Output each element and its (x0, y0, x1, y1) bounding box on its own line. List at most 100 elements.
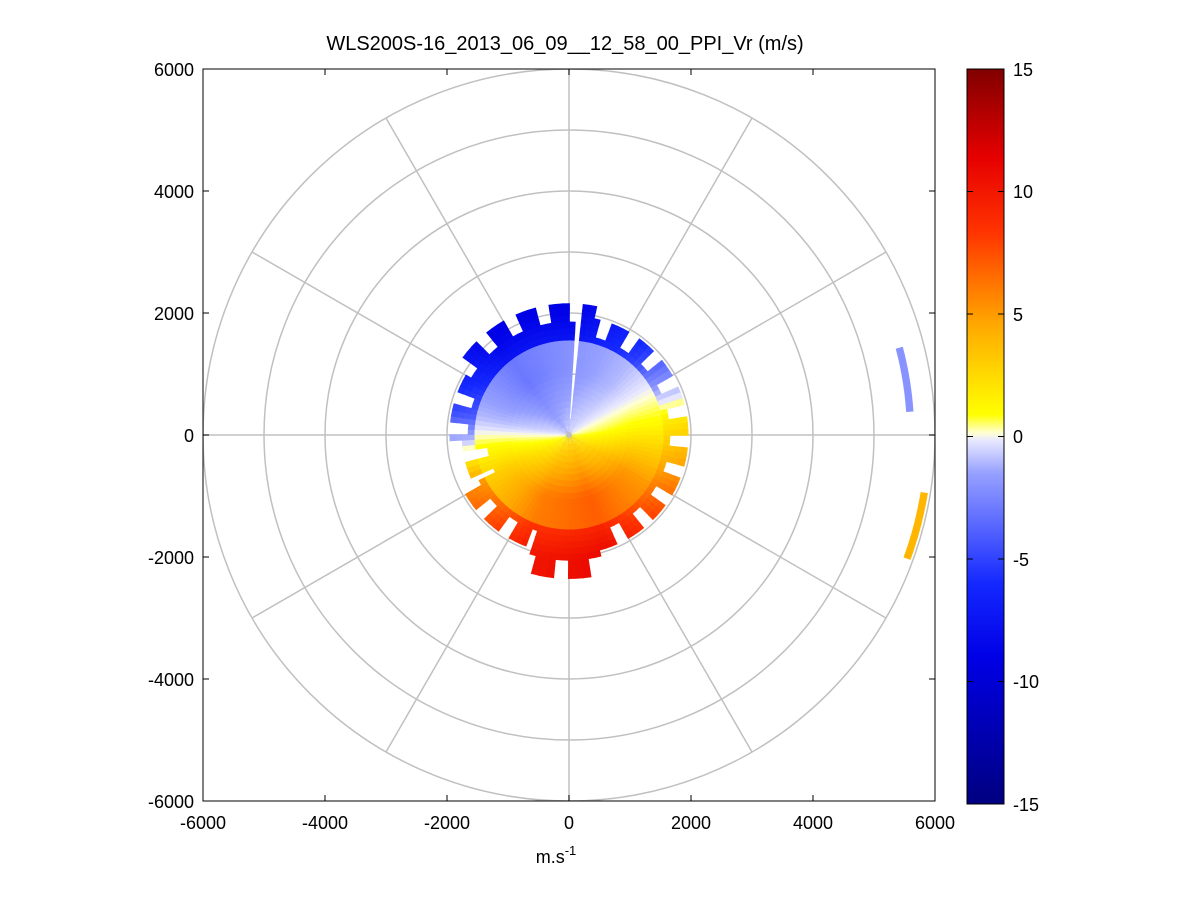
velocity-cell (597, 451, 604, 458)
colorbar-tick-label: -10 (1013, 672, 1039, 692)
velocity-cell (676, 398, 685, 407)
velocity-cell (569, 437, 572, 445)
velocity-cell (533, 483, 540, 491)
velocity-cell (589, 532, 597, 541)
velocity-cell (528, 409, 536, 416)
velocity-cell (613, 405, 622, 412)
velocity-cell (553, 431, 561, 434)
velocity-cell (565, 364, 570, 371)
velocity-cell (504, 434, 512, 439)
velocity-cell (529, 428, 536, 432)
velocity-cell (589, 439, 597, 443)
velocity-cell (558, 422, 564, 429)
velocity-cell (539, 397, 546, 405)
velocity-cell (554, 365, 560, 373)
velocity-cell (536, 422, 544, 427)
far-range-return (903, 549, 914, 560)
velocity-cell (543, 410, 550, 417)
velocity-cell (568, 450, 571, 457)
velocity-cell (601, 397, 609, 405)
velocity-cell (602, 438, 609, 442)
velocity-cell (502, 457, 511, 464)
velocity-cell (588, 468, 595, 476)
velocity-cell (677, 458, 686, 467)
velocity-cell (529, 426, 537, 430)
velocity-cell (583, 450, 589, 456)
velocity-cell (498, 441, 506, 447)
velocity-cell (525, 403, 533, 411)
velocity-cell (570, 419, 574, 427)
velocity-cell (581, 472, 586, 480)
velocity-cell (582, 450, 588, 457)
velocity-cell (475, 345, 486, 356)
velocity-cell (553, 433, 560, 435)
velocity-cell (537, 407, 545, 414)
velocity-cell (582, 424, 589, 429)
velocity-cell (572, 449, 575, 457)
velocity-cell (557, 358, 563, 366)
velocity-cell (555, 409, 560, 417)
velocity-cell (559, 414, 563, 422)
velocity-cell (573, 421, 578, 428)
velocity-cell (540, 389, 547, 397)
velocity-cell (631, 420, 639, 426)
velocity-cell (575, 423, 581, 429)
velocity-cell (464, 406, 472, 415)
velocity-cell (561, 437, 567, 442)
velocity-cell (576, 408, 581, 416)
velocity-cell (519, 382, 527, 390)
velocity-cell (553, 418, 559, 425)
velocity-cell (588, 394, 595, 402)
velocity-cell (600, 495, 608, 504)
far-range-return (914, 513, 924, 524)
velocity-cell (613, 444, 621, 449)
velocity-cell (555, 439, 562, 444)
velocity-cell (571, 480, 575, 488)
velocity-cell (541, 438, 549, 441)
velocity-cell (596, 435, 604, 437)
velocity-cell (577, 402, 582, 410)
velocity-cell (530, 502, 538, 511)
velocity-cell (544, 341, 552, 350)
velocity-cell (578, 528, 585, 536)
velocity-cell (592, 417, 600, 423)
velocity-cell (608, 430, 616, 434)
velocity-cell (549, 423, 556, 429)
velocity-cell (574, 442, 579, 448)
velocity-cell (540, 458, 547, 465)
velocity-cell (587, 421, 595, 426)
velocity-cell (589, 388, 596, 396)
velocity-cell (526, 450, 534, 456)
velocity-cell (570, 474, 574, 482)
velocity-cell (516, 431, 524, 435)
velocity-cell (620, 425, 628, 430)
velocity-cell (551, 420, 558, 426)
velocity-cell (574, 486, 579, 494)
velocity-cell (468, 418, 476, 426)
velocity-cell (528, 307, 538, 317)
velocity-cell (553, 485, 559, 493)
velocity-cell (522, 436, 530, 440)
velocity-cell (486, 421, 494, 427)
velocity-cell (569, 406, 571, 414)
velocity-cell (648, 411, 657, 419)
x-axis-label-superscript: -1 (565, 843, 577, 858)
velocity-cell (579, 540, 587, 548)
velocity-cell (564, 511, 569, 518)
velocity-cell (632, 435, 640, 440)
velocity-cell (580, 403, 585, 411)
velocity-cell (635, 453, 644, 460)
velocity-cell (568, 480, 572, 488)
velocity-cell (508, 532, 518, 542)
velocity-cell (533, 414, 541, 420)
velocity-cell (581, 397, 586, 405)
velocity-cell (564, 437, 568, 444)
velocity-cell (590, 436, 597, 439)
velocity-cell (495, 407, 504, 414)
velocity-cell (607, 467, 615, 475)
velocity-cell (480, 420, 488, 427)
velocity-cell (574, 422, 580, 428)
velocity-cell (578, 534, 586, 542)
velocity-cell (584, 483, 590, 491)
velocity-cell (559, 435, 567, 438)
